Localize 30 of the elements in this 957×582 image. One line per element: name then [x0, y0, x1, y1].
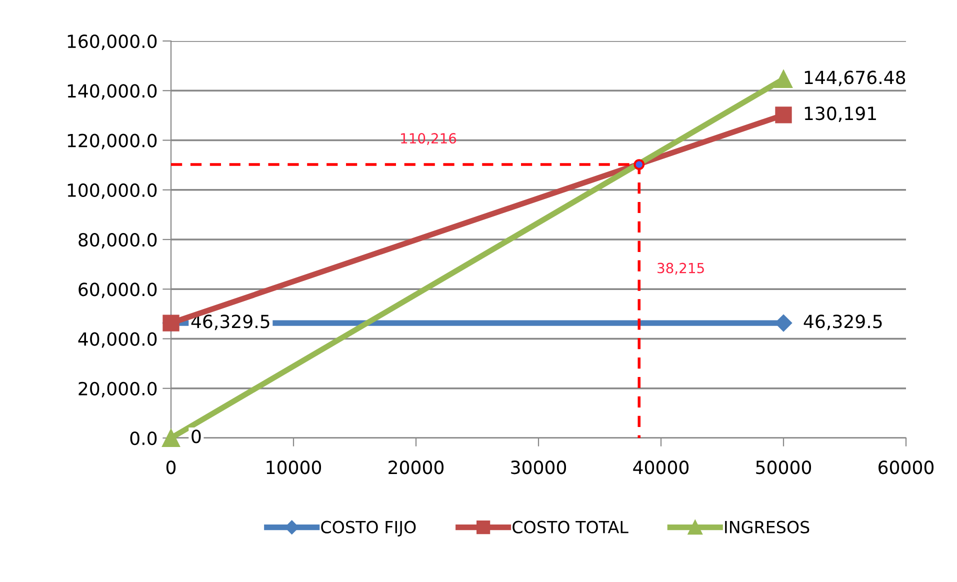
data-label: 130,191 [804, 106, 876, 122]
y-tick-label: 40,000.0 [78, 332, 157, 348]
annotation: 38,215 [658, 262, 704, 275]
x-tick-label: 30000 [511, 460, 566, 474]
y-tick-label: 20,000.0 [78, 382, 157, 398]
y-tick-label: 160,000.0 [68, 34, 157, 50]
y-tick-label: 60,000.0 [78, 282, 157, 298]
x-tick-label: 10000 [266, 460, 322, 474]
x-tick-label: 0 [166, 460, 176, 474]
legend-label: COSTO TOTAL [512, 520, 628, 534]
legend-label: COSTO FIJO [321, 520, 416, 536]
y-tick-label: 140,000.0 [68, 84, 157, 100]
data-label: 46,329.5 [804, 314, 882, 330]
point [775, 106, 792, 124]
x-tick-label: 40000 [633, 460, 689, 474]
annotation: 110,216 [401, 133, 456, 145]
x-tick-label: 50000 [756, 460, 812, 474]
data-label: 0 [192, 430, 201, 444]
x-tick-label: 60000 [878, 460, 934, 474]
point [634, 159, 645, 170]
legend-label: INGRESOS [725, 520, 810, 534]
data-label: 46,329.5 [191, 314, 270, 330]
data-label: 144,676.48 [804, 70, 906, 86]
point [774, 70, 793, 88]
y-tick-label: 80,000.0 [78, 232, 157, 248]
point [162, 428, 180, 448]
y-tick-label: 0.0 [130, 431, 157, 446]
y-tick-label: 100,000.0 [68, 183, 157, 199]
y-tick-label: 120,000.0 [68, 134, 157, 150]
x-tick-label: 20000 [388, 460, 444, 474]
